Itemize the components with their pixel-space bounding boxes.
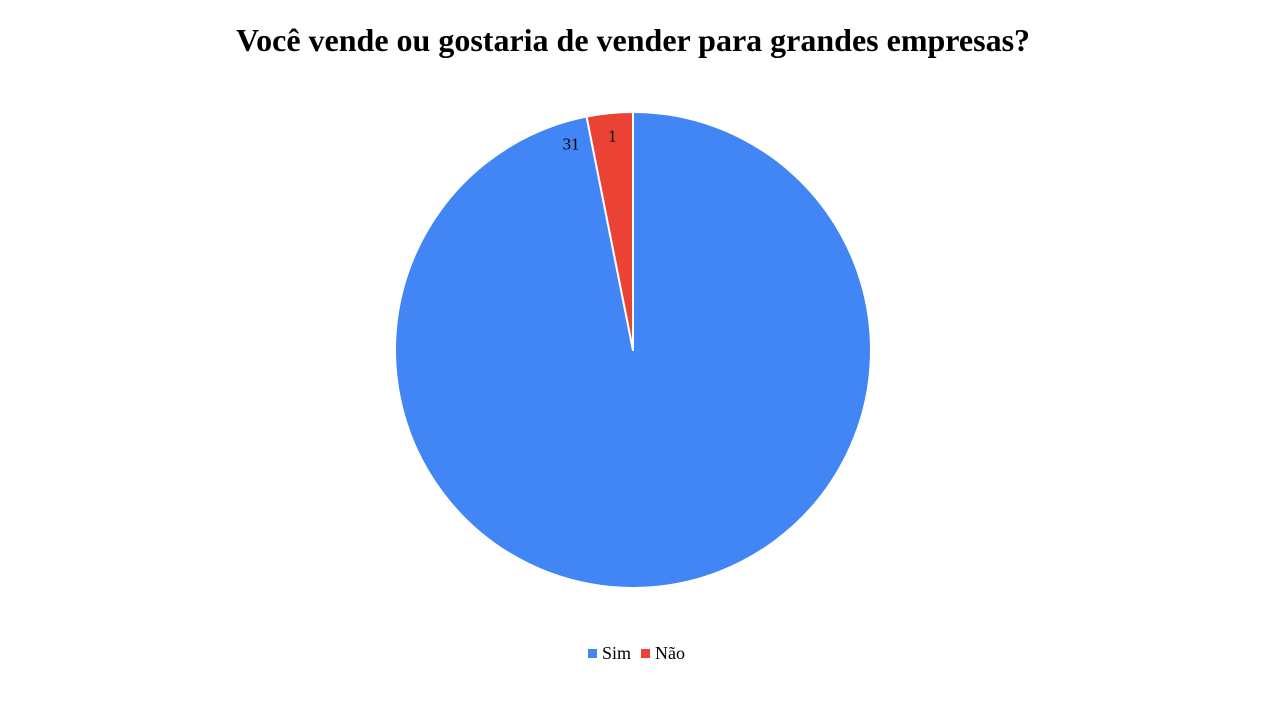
legend-label-sim: Sim [601,643,631,663]
legend-label-nao: Não [655,643,685,663]
legend-swatch-sim [587,649,597,658]
chart-title: Você vende ou gostaria de vender para gr… [235,22,1031,58]
legend-entry-sim[interactable]: Sim [587,643,631,664]
chart-legend: Sim Não [0,643,1273,664]
pie-data-labels: 31 1 [563,126,617,153]
data-label-sim: 31 [563,135,580,154]
legend-entry-nao[interactable]: Não [641,643,685,664]
pie-slices [394,111,872,589]
legend-swatch-nao [641,649,650,658]
pie-slice-nao[interactable] [585,111,634,351]
data-label-nao: 1 [608,126,617,145]
